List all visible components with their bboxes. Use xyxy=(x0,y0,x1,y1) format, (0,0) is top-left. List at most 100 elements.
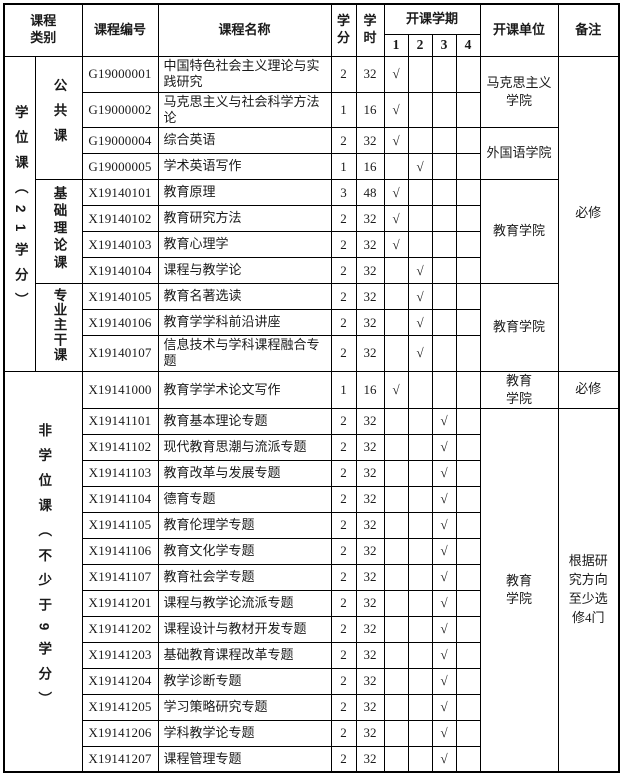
course-code: X19140102 xyxy=(81,205,159,232)
course-name: 教育改革与发展专题 xyxy=(157,459,332,487)
semester-1-check xyxy=(383,589,409,617)
semester-4-check xyxy=(455,667,481,695)
course-name: 中国特色社会主义理论与实践研究 xyxy=(157,55,332,93)
semester-4-check xyxy=(455,719,481,747)
course-hours: 48 xyxy=(355,179,385,206)
course-code: X19141103 xyxy=(81,459,159,487)
semester-4-check xyxy=(455,257,481,284)
course-credit: 2 xyxy=(330,283,357,310)
semester-4-check xyxy=(455,433,481,461)
semester-3-check: √ xyxy=(431,459,457,487)
semester-1-check: √ xyxy=(383,55,409,93)
header-code: 课程编号 xyxy=(81,3,159,57)
course-credit: 2 xyxy=(330,745,357,773)
semester-3-check xyxy=(431,309,457,336)
course-credit: 2 xyxy=(330,257,357,284)
semester-1-check xyxy=(383,257,409,284)
semester-4-check xyxy=(455,205,481,232)
semester-3-check: √ xyxy=(431,485,457,513)
table-row: G19000002 马克思主义与社会科学方法论 1 16 √ xyxy=(4,91,619,128)
semester-1-check xyxy=(383,309,409,336)
unit-education-cell: 教育 学院 xyxy=(479,370,559,409)
semester-2-check xyxy=(407,615,433,643)
subcategory-public-label: 公共课 xyxy=(51,78,67,154)
course-credit: 2 xyxy=(330,127,357,154)
semester-4-check xyxy=(455,127,481,154)
semester-4-check xyxy=(455,693,481,721)
course-name: 课程设计与教材开发专题 xyxy=(157,615,332,643)
course-code: X19140104 xyxy=(81,257,159,284)
semester-2-check xyxy=(407,511,433,539)
course-hours: 32 xyxy=(355,719,385,747)
semester-2-check xyxy=(407,433,433,461)
semester-4-check xyxy=(455,407,481,435)
header-note: 备注 xyxy=(557,3,620,57)
semester-3-check: √ xyxy=(431,407,457,435)
semester-1-check: √ xyxy=(383,179,409,206)
semester-2-check xyxy=(407,589,433,617)
semester-1-check xyxy=(383,615,409,643)
semester-2-check xyxy=(407,667,433,695)
course-hours: 16 xyxy=(355,370,385,409)
course-code: X19140105 xyxy=(81,283,159,310)
course-name: 综合英语 xyxy=(157,127,332,154)
table-row: X19140104 课程与教学论 2 32 √ xyxy=(4,257,619,284)
course-hours: 32 xyxy=(355,641,385,669)
course-name: 教育心理学 xyxy=(157,231,332,258)
header-semester-2: 2 xyxy=(407,33,433,57)
table-row: X19140103 教育心理学 2 32 √ xyxy=(4,231,619,258)
header-semester-3: 3 xyxy=(431,33,457,57)
semester-2-check: √ xyxy=(407,335,433,372)
semester-4-check xyxy=(455,153,481,180)
semester-3-check: √ xyxy=(431,745,457,773)
course-hours: 32 xyxy=(355,433,385,461)
table-row: X19141102 现代教育思潮与流派专题 2 32 √ xyxy=(4,433,619,461)
header-unit: 开课单位 xyxy=(479,3,559,57)
semester-1-check: √ xyxy=(383,370,409,409)
note-degree-required: 必修 xyxy=(557,55,620,372)
course-code: X19141101 xyxy=(81,407,159,435)
header-credit: 学 分 xyxy=(330,3,357,57)
semester-3-check xyxy=(431,153,457,180)
header-semester-1: 1 xyxy=(383,33,409,57)
course-code: X19141106 xyxy=(81,537,159,565)
course-hours: 32 xyxy=(355,589,385,617)
course-hours: 32 xyxy=(355,693,385,721)
course-name: 德育专题 xyxy=(157,485,332,513)
course-credit: 2 xyxy=(330,589,357,617)
course-name: 学习策略研究专题 xyxy=(157,693,332,721)
semester-4-check xyxy=(455,459,481,487)
table-row: X19141201 课程与教学论流派专题 2 32 √ xyxy=(4,589,619,617)
header-row-semesters: 1 2 3 4 xyxy=(4,33,619,57)
semester-3-check xyxy=(431,205,457,232)
semester-3-check: √ xyxy=(431,589,457,617)
course-hours: 32 xyxy=(355,335,385,372)
table-row: X19141203 基础教育课程改革专题 2 32 √ xyxy=(4,641,619,669)
course-credit: 2 xyxy=(330,433,357,461)
semester-1-check xyxy=(383,433,409,461)
course-hours: 32 xyxy=(355,55,385,93)
table-row: X19141104 德育专题 2 32 √ xyxy=(4,485,619,513)
course-credit: 1 xyxy=(330,153,357,180)
semester-2-check: √ xyxy=(407,283,433,310)
semester-2-check xyxy=(407,205,433,232)
table-row: 基础理论课 X19140101 教育原理 3 48 √ 教育学院 xyxy=(4,179,619,284)
semester-3-check xyxy=(431,231,457,258)
semester-1-check xyxy=(383,719,409,747)
course-name: 教育社会学专题 xyxy=(157,563,332,591)
semester-2-check xyxy=(407,55,433,93)
table-row: G19000004 综合英语 2 32 √ 外国语学院 xyxy=(4,127,619,180)
semester-3-check: √ xyxy=(431,667,457,695)
semester-4-check xyxy=(455,537,481,565)
semester-1-check xyxy=(383,153,409,180)
course-name: 课程与教学论 xyxy=(157,257,332,284)
course-code: X19141205 xyxy=(81,693,159,721)
semester-1-check xyxy=(383,283,409,310)
course-name: 教育伦理学专题 xyxy=(157,511,332,539)
semester-3-check xyxy=(431,370,457,409)
course-credit: 3 xyxy=(330,179,357,206)
unit-education-cell: 教育学院 xyxy=(479,283,559,372)
course-plan-table: 课程 类别 课程编号 课程名称 学 分 学 时 开课学期 开课单位 备注 1 2… xyxy=(3,3,621,774)
semester-4-check xyxy=(455,91,481,128)
semester-1-check xyxy=(383,667,409,695)
